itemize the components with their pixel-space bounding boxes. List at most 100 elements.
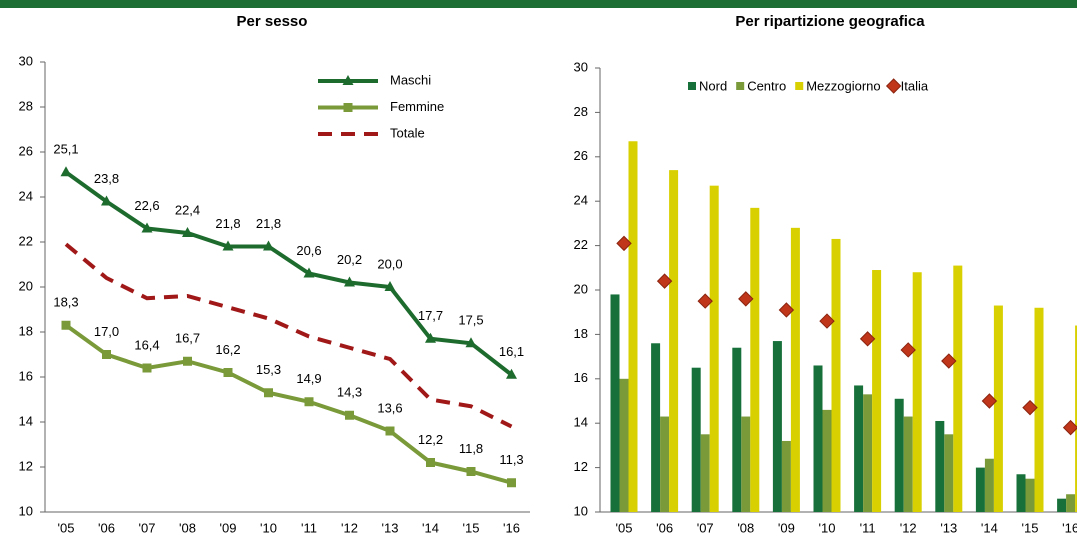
bar (1075, 325, 1077, 512)
data-label: 21,8 (215, 216, 240, 231)
data-label: 13,6 (377, 400, 402, 415)
bar (935, 420, 945, 512)
bar (822, 409, 832, 512)
point (616, 235, 632, 252)
bar (854, 385, 864, 512)
data-label: 16,4 (134, 337, 159, 352)
point (344, 276, 355, 287)
point (263, 240, 274, 251)
x-tick-label: '06 (656, 520, 673, 535)
point (384, 281, 396, 291)
y-tick-label: 10 (574, 503, 588, 518)
data-label: 15,3 (256, 362, 281, 377)
x-tick-label: '05 (616, 520, 633, 535)
point (304, 397, 314, 407)
bar (1016, 474, 1026, 512)
bar (944, 434, 954, 512)
data-label: 11,8 (459, 441, 483, 456)
y-tick-label: 26 (19, 143, 33, 158)
point (941, 353, 957, 369)
x-tick-label: '06 (98, 520, 115, 535)
data-label: 20,2 (337, 252, 362, 267)
y-tick-label: 16 (19, 368, 33, 383)
x-tick-label: '14 (422, 520, 439, 535)
series-line (64, 170, 513, 377)
bar (691, 367, 701, 512)
x-tick-label: '10 (260, 520, 277, 535)
bar (772, 341, 782, 512)
data-label: 21,8 (256, 216, 281, 231)
point (819, 313, 835, 329)
legend-label: Totale (390, 125, 425, 140)
y-tick-label: 24 (574, 193, 588, 208)
legend-marker (885, 78, 902, 94)
point (465, 337, 477, 348)
bar (741, 416, 751, 512)
y-tick-label: 30 (574, 59, 588, 74)
point (738, 291, 754, 307)
point (900, 342, 916, 358)
bar (813, 365, 823, 512)
point (345, 410, 354, 420)
x-tick-label: '05 (58, 520, 75, 535)
bar (1066, 494, 1076, 512)
x-tick-label: '15 (463, 520, 480, 535)
chart-title: Per sesso (237, 13, 308, 30)
bar (953, 265, 963, 512)
point (142, 363, 152, 373)
x-tick-label: '13 (940, 520, 957, 535)
point (778, 302, 795, 318)
x-tick-label: '09 (220, 520, 237, 535)
point (303, 267, 315, 278)
x-tick-label: '14 (981, 520, 998, 535)
y-tick-label: 18 (574, 326, 588, 341)
y-tick-label: 28 (574, 104, 588, 119)
data-label: 20,0 (377, 256, 402, 271)
x-tick-label: '16 (1062, 520, 1077, 535)
y-tick-label: 22 (19, 233, 33, 248)
y-tick-label: 24 (19, 188, 33, 203)
legend-label: Italia (901, 78, 929, 93)
bar (700, 434, 710, 512)
x-tick-label: '16 (503, 520, 520, 535)
legend-label: Maschi (390, 72, 431, 87)
y-tick-label: 30 (19, 53, 33, 68)
bar (781, 440, 791, 512)
bar (790, 227, 800, 512)
bar (993, 305, 1003, 512)
point (466, 467, 476, 476)
x-tick-label: '10 (819, 520, 836, 535)
bar (912, 272, 922, 512)
data-label: 22,6 (134, 198, 159, 213)
x-tick-label: '12 (900, 520, 917, 535)
x-tick-label: '13 (382, 520, 399, 535)
legend-marker (342, 75, 354, 85)
bar (831, 238, 841, 512)
point (141, 222, 153, 233)
data-label: 11,3 (499, 452, 523, 467)
point (222, 240, 234, 251)
data-label: 16,1 (499, 344, 524, 359)
y-tick-label: 28 (19, 98, 33, 113)
bar (709, 185, 719, 512)
point (1062, 419, 1077, 436)
data-label: 16,7 (175, 331, 200, 346)
point (101, 195, 112, 206)
point (859, 331, 876, 347)
data-label: 17,7 (418, 308, 443, 323)
data-label: 22,4 (175, 202, 200, 217)
bar (628, 141, 638, 512)
bar (660, 416, 670, 512)
bar (894, 398, 904, 512)
data-label: 25,1 (53, 142, 78, 157)
chart-title: Per ripartizione geografica (735, 13, 925, 30)
y-tick-label: 26 (574, 148, 588, 163)
legend-label: Mezzogiorno (806, 78, 880, 93)
bar (1034, 307, 1044, 512)
legend-label: Centro (747, 78, 786, 93)
bar (669, 170, 679, 512)
point (385, 426, 395, 436)
bar (903, 416, 913, 512)
bar (863, 394, 873, 512)
